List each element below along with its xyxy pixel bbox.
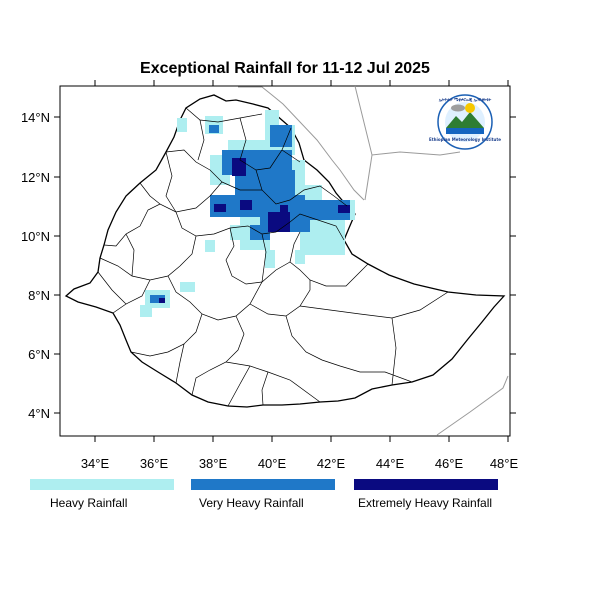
map-title: Exceptional Rainfall for 11-12 Jul 2025 xyxy=(140,60,430,77)
legend-swatch-very-heavy xyxy=(191,479,335,490)
x-tick-label: 38°E xyxy=(199,456,228,471)
legend-swatch-heavy xyxy=(30,479,174,490)
map-area xyxy=(64,85,509,436)
logo-text-top: ኢትዮጵያ ሜቲዎሮሎጂ ኢንስቲትዩት xyxy=(439,97,492,102)
logo-text-bottom: Ethiopian Meteorology Institute xyxy=(429,137,501,142)
y-tick-label: 10°N xyxy=(21,229,50,244)
y-axis: 14°N 12°N 10°N 8°N 6°N 4°N xyxy=(21,110,516,421)
x-tick-label: 40°E xyxy=(258,456,287,471)
legend-swatch-extremely-heavy xyxy=(354,479,498,490)
y-tick-label: 8°N xyxy=(28,288,50,303)
x-tick-label: 48°E xyxy=(490,456,519,471)
institute-logo: ኢትዮጵያ ሜቲዎሮሎጂ ኢንስቲትዩት Ethiopian Meteorolo… xyxy=(429,94,501,150)
legend-label-extremely-heavy: Extremely Heavy Rainfall xyxy=(358,496,492,510)
x-tick-label: 42°E xyxy=(317,456,346,471)
y-tick-label: 4°N xyxy=(28,406,50,421)
neighbor-borders xyxy=(238,85,509,436)
y-tick-label: 14°N xyxy=(21,110,50,125)
legend: Heavy Rainfall Very Heavy Rainfall Extre… xyxy=(30,479,498,510)
y-tick-label: 6°N xyxy=(28,347,50,362)
legend-label-heavy: Heavy Rainfall xyxy=(50,496,127,510)
legend-label-very-heavy: Very Heavy Rainfall xyxy=(199,496,304,510)
admin-boundaries xyxy=(97,107,449,407)
x-tick-label: 44°E xyxy=(376,456,405,471)
extremely-heavy-rainfall-areas xyxy=(159,158,350,303)
x-tick-label: 34°E xyxy=(81,456,110,471)
y-tick-label: 12°N xyxy=(21,170,50,185)
x-axis: 34°E 36°E 38°E 40°E 42°E 44°E 46°E 48°E xyxy=(81,80,519,471)
x-tick-label: 36°E xyxy=(140,456,169,471)
x-tick-label: 46°E xyxy=(435,456,464,471)
